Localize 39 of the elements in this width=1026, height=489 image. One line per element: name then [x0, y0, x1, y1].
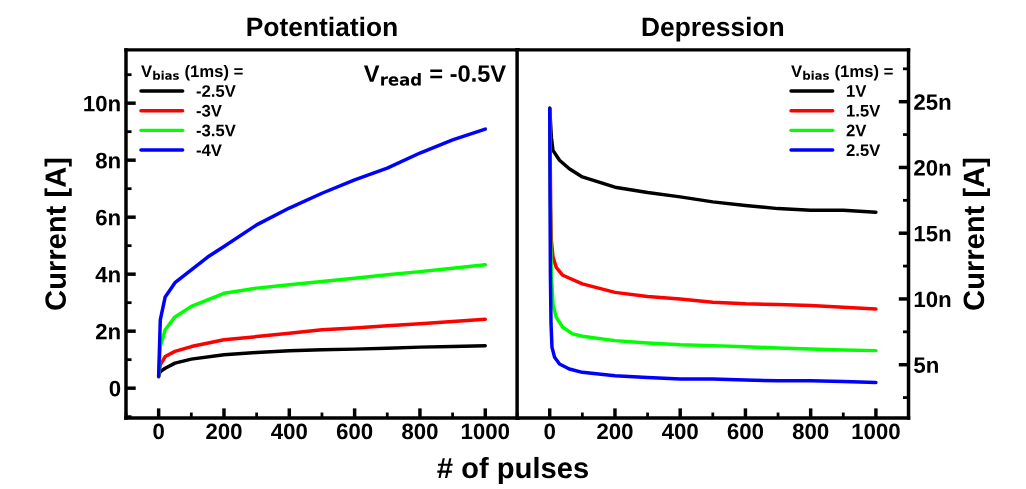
y-tick-label: 8n — [95, 152, 120, 169]
y2-tick-label: 5n — [914, 357, 938, 373]
y-axis-title: Current [A] — [44, 158, 72, 310]
x-tick-label: 800 — [792, 423, 829, 440]
x-tick-label: 800 — [402, 423, 438, 440]
chart-title: Depression — [642, 16, 784, 42]
legend-label: 1V — [847, 85, 867, 97]
x-tick-label: 1000 — [461, 423, 510, 440]
x-tick-label: 0 — [544, 423, 555, 440]
y-tick-label: 4n — [95, 266, 120, 283]
y-tick-label: 10n — [84, 95, 120, 112]
legend-title: V$_{bias}$ (1ms) = — [141, 64, 243, 81]
legend-label: -2.5V — [196, 85, 236, 97]
x-tick-label: 400 — [662, 423, 698, 440]
y2-tick-label: 20n — [914, 159, 951, 176]
x-tick-label: 0 — [153, 423, 164, 440]
x-tick-label: 1000 — [852, 423, 900, 440]
x-tick-label: 600 — [727, 423, 764, 440]
legend-label: -3.5V — [196, 124, 236, 137]
y-tick-label: 2n — [95, 323, 120, 340]
legend-label: -3V — [196, 104, 222, 117]
y2-tick-label: 10n — [914, 291, 951, 308]
y-tick-label: 0 — [109, 380, 121, 397]
legend-title: V$_{bias}$ (1ms) = — [791, 64, 893, 81]
y2-tick-label: 15n — [914, 225, 951, 242]
x-tick-label: 600 — [336, 423, 373, 440]
legend-label: -4V — [196, 144, 222, 156]
annotation: V$_{read}$ = -0.5V — [363, 65, 506, 86]
x-axis-title: # of pulses — [437, 456, 588, 485]
y2-tick-label: 25n — [914, 94, 951, 110]
legend-label: 1.5V — [847, 105, 881, 117]
chart-title: Potentiation — [247, 16, 397, 37]
x-tick-label: 400 — [271, 423, 307, 440]
legend-label: 2.5V — [846, 144, 881, 157]
x-tick-label: 200 — [597, 423, 633, 440]
y-tick-label: 6n — [96, 209, 120, 226]
y2-axis-title: Current [A] — [962, 158, 990, 310]
x-tick-label: 200 — [206, 423, 242, 440]
legend-label: 2V — [846, 124, 867, 137]
